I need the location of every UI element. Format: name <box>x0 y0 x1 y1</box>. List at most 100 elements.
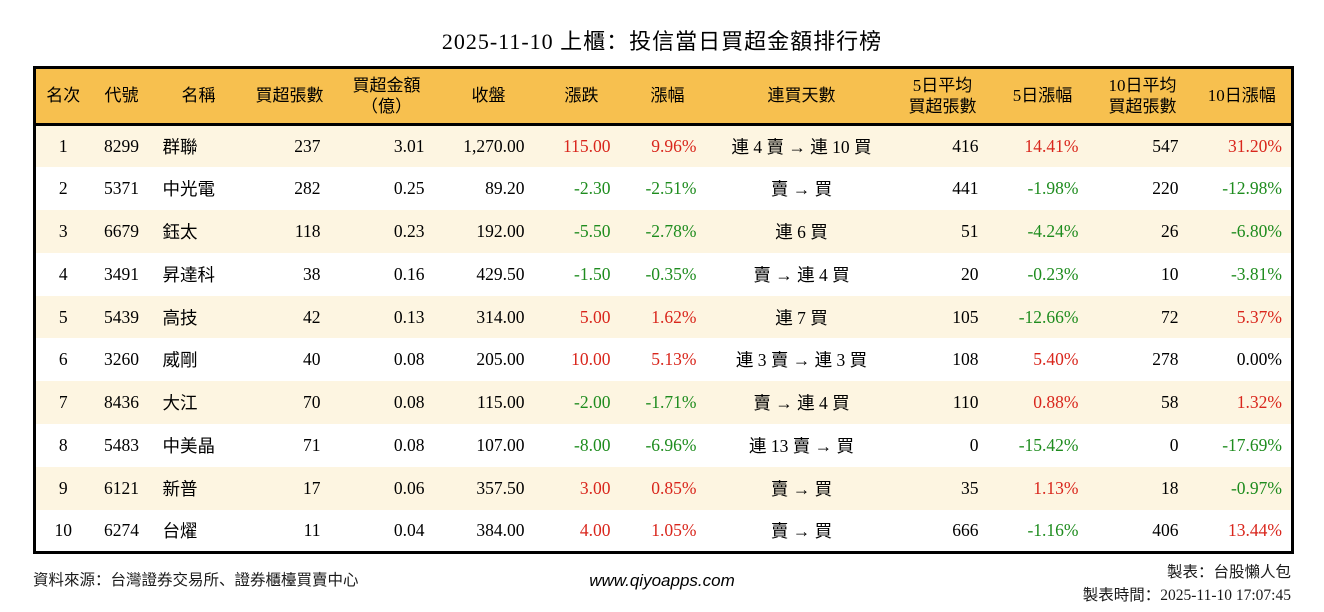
ranking-table: 名次 代號 名稱 買超張數 買超金額 （億） 收盤 漲跌 漲幅 連買天數 5日平均 買超張數 5日漲… <box>33 66 1294 554</box>
cell-streak: 賣 → 連 4 買 <box>753 393 850 414</box>
cell-rank: 10 <box>54 519 73 540</box>
table-row: 3 6679 鈺太 118 0.23 192.00 -5.50 -2.78% 連 6 買 51 -4… <box>34 210 1293 253</box>
cell-amount: 0.04 <box>393 519 425 540</box>
cell-pct5: 0.88% <box>1033 392 1079 413</box>
cell-shares: 71 <box>303 434 321 455</box>
cell-pct5: -0.23% <box>1027 263 1079 284</box>
cell-name: 高技 <box>162 307 198 328</box>
cell-shares: 38 <box>303 263 321 284</box>
cell-pct10: 0.00% <box>1236 349 1282 370</box>
cell-avg10: 406 <box>1152 519 1179 540</box>
table-row: 7 8436 大江 70 0.08 115.00 -2.00 -1.71% 賣 → 連 4 買 1… <box>34 381 1293 425</box>
table-body: 1 8299 群聯 237 3.01 1,270.00 115.00 9.96% 連 4 賣 →… <box>34 124 1293 553</box>
cell-name: 鈺太 <box>162 221 198 242</box>
cell-avg10: 547 <box>1152 136 1179 157</box>
cell-pct5: -15.42% <box>1018 434 1079 455</box>
cell-pct10: -6.80% <box>1230 220 1282 241</box>
table-row: 2 5371 中光電 282 0.25 89.20 -2.30 -2.51% 賣 → 買 441 -… <box>34 167 1293 211</box>
cell-avg10: 26 <box>1161 220 1179 241</box>
cell-amount: 0.23 <box>393 220 425 241</box>
cell-shares: 282 <box>294 178 321 199</box>
table-row: 6 3260 威剛 40 0.08 205.00 10.00 5.13% 連 3 賣 → 連 3… <box>34 338 1293 382</box>
cell-rank: 8 <box>58 434 68 455</box>
column-header-avg10: 10日平均 買超張數 <box>1092 67 1193 126</box>
cell-close: 357.50 <box>476 477 525 498</box>
cell-avg5: 441 <box>952 178 979 199</box>
cell-shares: 11 <box>303 519 321 540</box>
cell-avg10: 278 <box>1152 349 1179 370</box>
cell-change: -8.00 <box>574 434 611 455</box>
cell-avg10: 72 <box>1161 306 1179 327</box>
cell-pct: 1.62% <box>651 306 697 327</box>
cell-streak: 賣 → 買 <box>770 179 833 200</box>
cell-change: 10.00 <box>571 349 611 370</box>
cell-change: -2.30 <box>574 178 611 199</box>
cell-close: 107.00 <box>476 434 525 455</box>
cell-avg10: 10 <box>1161 263 1179 284</box>
cell-pct5: 1.13% <box>1033 477 1079 498</box>
column-header-pct5: 5日漲幅 <box>992 67 1093 126</box>
cell-name: 威剛 <box>162 350 198 371</box>
cell-change: 3.00 <box>579 477 611 498</box>
cell-pct10: 1.32% <box>1236 392 1282 413</box>
cell-close: 314.00 <box>476 306 525 327</box>
cell-pct10: 13.44% <box>1228 519 1282 540</box>
cell-amount: 0.08 <box>393 434 425 455</box>
cell-pct5: 14.41% <box>1024 136 1079 157</box>
table-row: 1 8299 群聯 237 3.01 1,270.00 115.00 9.96% 連 4 賣 →… <box>34 124 1293 168</box>
cell-code: 3491 <box>104 263 139 284</box>
cell-code: 8436 <box>104 392 139 413</box>
cell-close: 115.00 <box>477 392 525 413</box>
table-row: 10 6274 台燿 11 0.04 384.00 4.00 1.05% 賣 → 買 666 -1.… <box>34 509 1293 553</box>
table-row: 5 5439 高技 42 0.13 314.00 5.00 1.62% 連 7 買 105 -12.… <box>34 295 1293 339</box>
cell-pct10: 31.20% <box>1228 136 1282 157</box>
cell-streak: 連 4 賣 → 連 10 買 <box>731 137 872 158</box>
cell-close: 1,270.00 <box>463 136 525 157</box>
cell-rank: 5 <box>58 306 68 327</box>
column-header-streak: 連買天數 <box>710 67 893 126</box>
cell-pct: -1.71% <box>645 392 697 413</box>
cell-rank: 3 <box>58 220 68 241</box>
footer-data-source: 資料來源：台灣證券交易所、證券櫃檯買賣中心 <box>33 572 359 589</box>
cell-code: 6274 <box>104 519 139 540</box>
cell-shares: 118 <box>294 220 321 241</box>
cell-avg5: 0 <box>969 434 979 455</box>
cell-pct10: -0.97% <box>1230 477 1282 498</box>
cell-streak: 賣 → 買 <box>770 520 833 541</box>
cell-pct10: 5.37% <box>1236 306 1282 327</box>
cell-change: -5.50 <box>574 220 611 241</box>
cell-close: 192.00 <box>476 220 525 241</box>
column-header-close: 收盤 <box>438 67 539 126</box>
cell-code: 5371 <box>104 178 139 199</box>
cell-streak: 賣 → 連 4 買 <box>753 264 850 285</box>
cell-amount: 3.01 <box>393 136 425 157</box>
cell-name: 昇達科 <box>162 264 216 285</box>
table-row: 8 5483 中美晶 71 0.08 107.00 -8.00 -6.96% 連 13 賣 → … <box>34 424 1293 467</box>
cell-avg5: 51 <box>961 220 979 241</box>
footer-credits: 製表：台股懶人包 製表時間：2025-11-10 17:07:45 <box>1083 561 1291 607</box>
column-header-pct: 漲幅 <box>624 67 711 126</box>
cell-avg5: 108 <box>952 349 979 370</box>
cell-shares: 237 <box>294 136 321 157</box>
cell-close: 89.20 <box>485 178 525 199</box>
cell-rank: 7 <box>58 392 68 413</box>
cell-shares: 17 <box>303 477 321 498</box>
cell-name: 台燿 <box>162 520 198 541</box>
cell-pct: -0.35% <box>645 263 697 284</box>
cell-avg5: 416 <box>952 136 979 157</box>
column-header-amount: 買超金額 （億） <box>334 67 439 126</box>
table-row: 9 6121 新普 17 0.06 357.50 3.00 0.85% 賣 → 買 35 1.13%… <box>34 466 1293 510</box>
cell-avg5: 105 <box>952 306 979 327</box>
cell-rank: 4 <box>58 263 68 284</box>
column-header-code: 代號 <box>90 67 153 126</box>
cell-pct10: -17.69% <box>1222 434 1282 455</box>
cell-avg10: 220 <box>1152 178 1179 199</box>
cell-code: 8299 <box>104 136 139 157</box>
cell-avg5: 666 <box>952 519 979 540</box>
cell-pct: 5.13% <box>651 349 697 370</box>
cell-pct: 0.85% <box>651 477 697 498</box>
cell-pct: -6.96% <box>645 434 697 455</box>
cell-avg5: 110 <box>952 392 979 413</box>
cell-pct10: -3.81% <box>1230 263 1282 284</box>
cell-shares: 42 <box>303 306 321 327</box>
